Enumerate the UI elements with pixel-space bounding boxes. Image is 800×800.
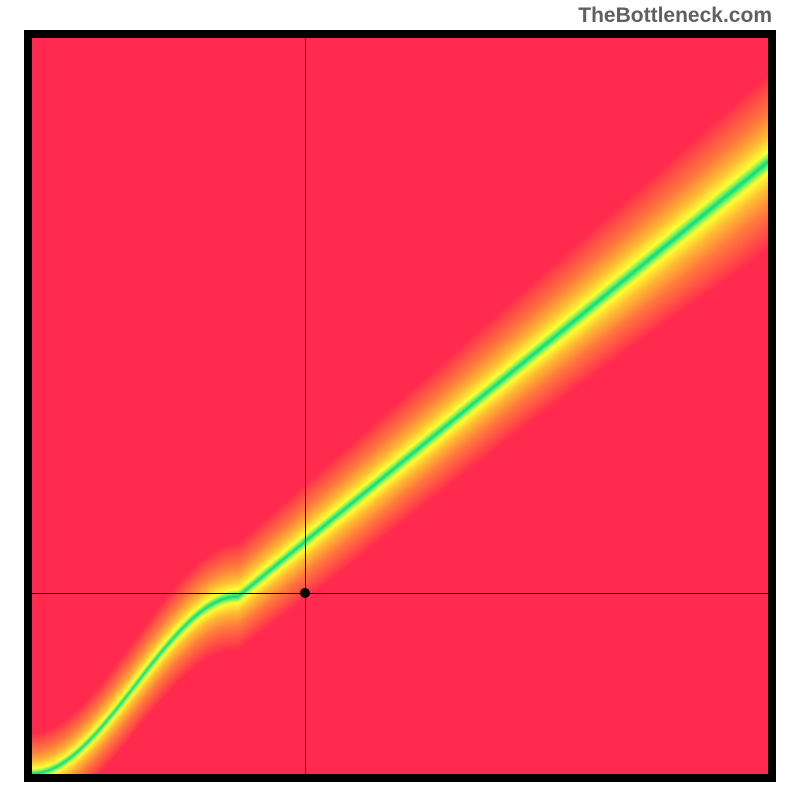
crosshair-vertical xyxy=(305,38,306,774)
bottleneck-heatmap-plot xyxy=(32,38,768,774)
heatmap-canvas xyxy=(32,38,768,774)
crosshair-horizontal xyxy=(32,593,768,594)
crosshair-marker xyxy=(300,588,310,598)
watermark-text: TheBottleneck.com xyxy=(578,4,772,28)
bottleneck-heatmap-frame xyxy=(24,30,776,782)
